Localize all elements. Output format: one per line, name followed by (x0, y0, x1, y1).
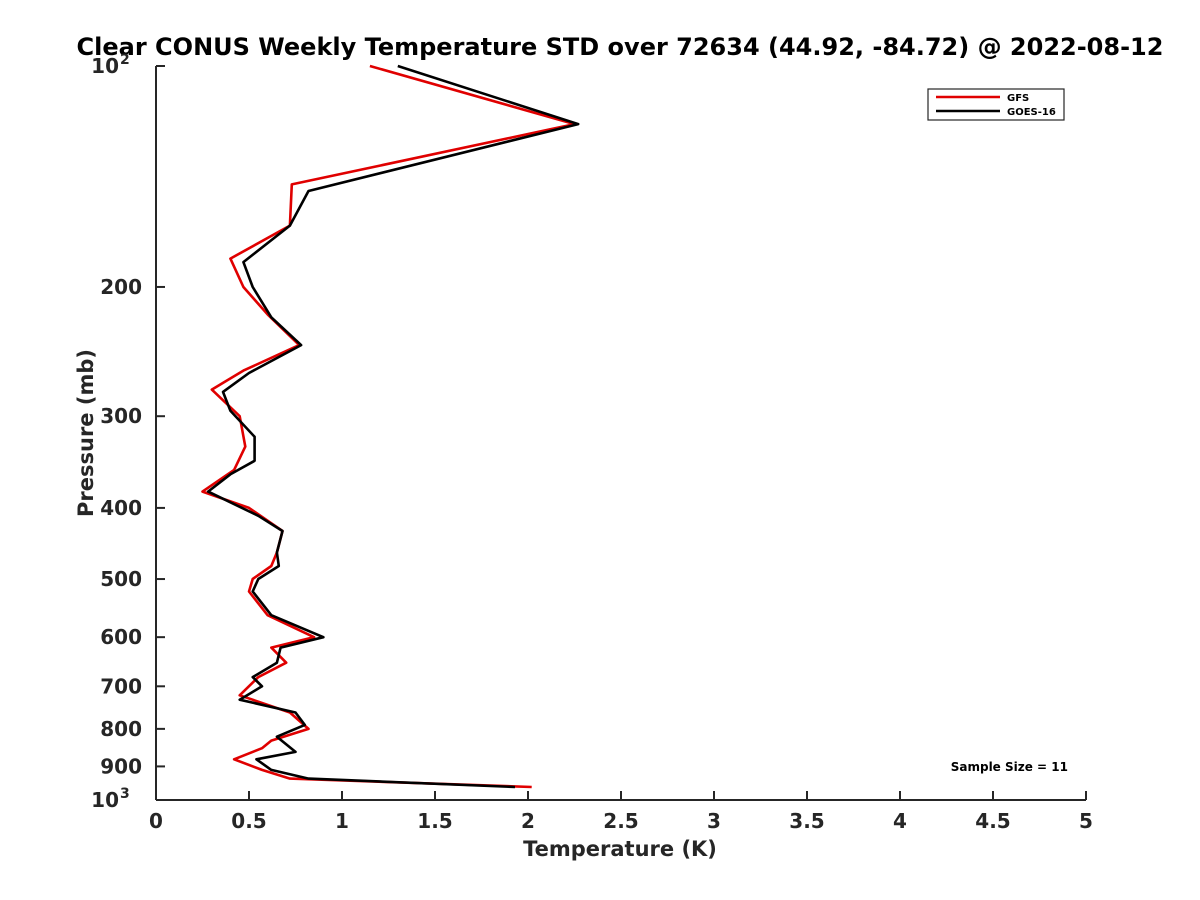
y-tick-label: 200 (100, 275, 142, 299)
y-tick-label: 600 (100, 625, 142, 649)
y-tick-label-exponent: 2 (120, 52, 130, 68)
y-tick-label: 500 (100, 567, 142, 591)
chart-title: Clear CONUS Weekly Temperature STD over … (77, 33, 1164, 61)
x-tick-label: 0 (149, 809, 163, 833)
x-axis-label: Temperature (K) (523, 837, 717, 861)
y-tick-label-base: 10 (91, 54, 119, 78)
series-layer (201, 64, 580, 789)
y-tick-label: 800 (100, 717, 142, 741)
x-tick-label: 4.5 (975, 809, 1010, 833)
series-line-gfs (201, 64, 576, 789)
y-tick-label: 900 (100, 754, 142, 778)
y-tick-label: 400 (100, 496, 142, 520)
series-line-goes16 (206, 64, 580, 789)
x-tick-label: 2.5 (603, 809, 638, 833)
x-ticks: 0 0.5 1 1.5 2 2.5 3 3.5 4 4.5 5 (149, 791, 1093, 833)
y-axis-label: Pressure (mb) (74, 349, 98, 517)
y-tick-label: 300 (100, 404, 142, 428)
legend-label-goes16: GOES-16 (1007, 107, 1056, 118)
y-tick-label: 700 (100, 674, 142, 698)
x-tick-label: 5 (1079, 809, 1093, 833)
x-tick-label: 4 (893, 809, 907, 833)
x-tick-label: 0.5 (231, 809, 266, 833)
x-tick-label: 2 (521, 809, 535, 833)
x-tick-label: 1.5 (417, 809, 452, 833)
y-tick-label-base: 10 (91, 788, 119, 812)
x-tick-label: 3.5 (789, 809, 824, 833)
x-tick-label: 1 (335, 809, 349, 833)
legend: GFS GOES-16 (927, 88, 1065, 121)
x-tick-label: 3 (707, 809, 721, 833)
legend-label-gfs: GFS (1007, 93, 1029, 104)
sample-size-annotation: Sample Size = 11 (951, 760, 1068, 774)
y-tick-label-exponent: 3 (120, 786, 130, 802)
legend-box (927, 88, 1065, 121)
